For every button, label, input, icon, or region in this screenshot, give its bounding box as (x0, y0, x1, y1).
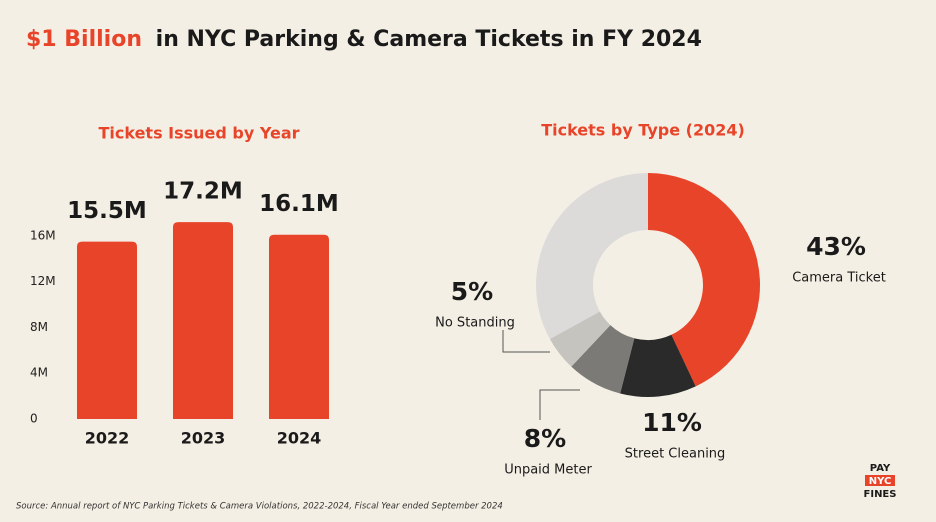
bar (173, 222, 233, 419)
x-tick-label: 2023 (181, 429, 226, 448)
value-label: 11% (642, 408, 702, 437)
value-label: 8% (524, 424, 566, 453)
value-label: 17.2M (163, 179, 243, 205)
pie-slice (648, 173, 760, 387)
chart-title: Tickets Issued by Year (98, 124, 299, 143)
logo-text: PAY (870, 463, 891, 474)
y-tick-label: 16M (30, 228, 56, 242)
logo-box (865, 475, 895, 486)
title-highlight: $1 Billion (26, 27, 142, 52)
y-tick-label: 12M (30, 274, 56, 288)
value-label: 16.1M (259, 191, 339, 217)
category-label: Camera Ticket (792, 271, 886, 286)
chart-title: Tickets by Type (2024) (541, 121, 745, 140)
bar (269, 234, 329, 419)
value-label: 43% (806, 232, 866, 261)
logo: PAY NYC FINES (864, 463, 897, 500)
x-tick-label: 2024 (277, 429, 322, 448)
x-tick-label: 2022 (85, 429, 130, 448)
bar (77, 241, 137, 419)
y-tick-label: 4M (30, 366, 48, 380)
pie-slice (549, 311, 611, 367)
leader-line (539, 389, 580, 420)
pie-slice (571, 325, 635, 394)
category-label: Unpaid Meter (504, 463, 592, 478)
y-tick-label: 0 (30, 412, 38, 426)
logo-text: NYC (869, 476, 892, 487)
source: Source: Annual report of NYC Parking Tic… (16, 502, 503, 512)
y-tick-label: 8M (30, 320, 48, 334)
logo-text: FINES (864, 489, 897, 500)
category-label: Street Cleaning (625, 447, 726, 462)
category-label: No Standing (435, 316, 515, 331)
pie-slice (535, 173, 648, 339)
leader-line (502, 330, 550, 353)
title: $1 Billion in NYC Parking & Camera Ticke… (26, 27, 702, 52)
pie-slice (620, 334, 696, 397)
title-text: in NYC Parking & Camera Tickets in FY 20… (156, 27, 702, 52)
value-label: 5% (451, 277, 493, 306)
value-label: 15.5M (67, 198, 147, 224)
